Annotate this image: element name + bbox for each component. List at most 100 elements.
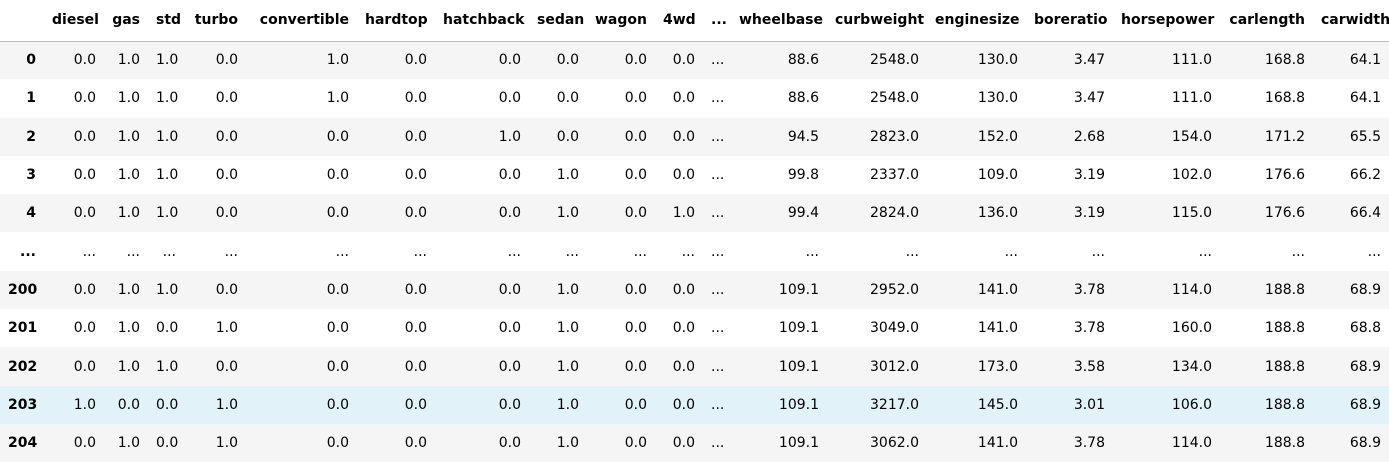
table-cell: 0.0: [73, 320, 96, 337]
table-cell: 99.8: [787, 167, 819, 184]
table-cell: 0.0: [624, 128, 647, 145]
table-cell: 171.2: [1264, 128, 1305, 145]
table-cell: 3.47: [1073, 90, 1105, 107]
table-cell: 0.0: [498, 396, 521, 413]
table-cell: 0.0: [672, 281, 695, 298]
table-cell: 188.8: [1264, 320, 1305, 337]
table-cell: 1.0: [156, 281, 179, 298]
table-cell: 0.0: [404, 358, 427, 375]
table-cell: 3049.0: [870, 320, 919, 337]
table-cell: ...: [565, 243, 579, 260]
table-cell: 115.0: [1171, 205, 1212, 222]
table-cell: 106.0: [1171, 396, 1212, 413]
table-cell: 145.0: [977, 396, 1018, 413]
table-cell: ...: [805, 243, 819, 260]
table-cell: 0.0: [326, 281, 349, 298]
table-cell: 0.0: [624, 167, 647, 184]
table-cell: 68.9: [1349, 281, 1381, 298]
table-cell: 0.0: [156, 320, 179, 337]
table-cell: 0.0: [156, 435, 179, 452]
table-cell: 0.0: [215, 281, 238, 298]
table-cell: 0.0: [672, 358, 695, 375]
column-header: turbo: [184, 0, 246, 42]
column-header: wheelbase: [731, 0, 827, 42]
table-cell: 0.0: [624, 358, 647, 375]
table-cell: 0.0: [498, 281, 521, 298]
table-row: 200 0.0 1.0 1.0 0.0 0.0 0.0 0.0 1.0 0.0 0.0... 109.…: [0, 270, 1389, 310]
table-cell: ...: [82, 243, 96, 260]
table-cell: 94.5: [787, 128, 819, 145]
table-cell: ...: [711, 243, 725, 260]
table-cell: 1.0: [117, 167, 140, 184]
table-cell: 0.0: [672, 128, 695, 145]
table-cell: 3.78: [1073, 281, 1105, 298]
table-cell: 130.0: [977, 52, 1018, 69]
table-cell: 0.0: [672, 52, 695, 69]
table-cell: 1.0: [117, 320, 140, 337]
table-cell: 0.0: [556, 52, 579, 69]
table-cell: 99.4: [787, 205, 819, 222]
table-cell: 0.0: [73, 52, 96, 69]
table-cell: 0.0: [498, 358, 521, 375]
table-cell: 0.0: [498, 205, 521, 222]
table-cell: 176.6: [1264, 167, 1305, 184]
column-header: carlength: [1220, 0, 1313, 42]
row-index: 203: [8, 396, 38, 413]
table-row: 0 0.0 1.0 1.0 0.0 1.0 0.0 0.0 0.0 0.0 0.0... 88.6 25…: [0, 41, 1389, 80]
table-cell: 68.9: [1349, 435, 1381, 452]
table-cell: 141.0: [977, 320, 1018, 337]
table-cell: 66.4: [1349, 205, 1381, 222]
table-cell: 0.0: [215, 128, 238, 145]
table-cell: 3.19: [1073, 167, 1105, 184]
table-cell: 130.0: [977, 90, 1018, 107]
row-index: 200: [8, 281, 38, 298]
column-header-ellipsis: ...: [703, 0, 731, 42]
table-cell: 0.0: [624, 205, 647, 222]
table-cell: 136.0: [977, 205, 1018, 222]
table-cell: 0.0: [498, 90, 521, 107]
table-cell: 3.58: [1073, 358, 1105, 375]
table-cell: 64.1: [1349, 52, 1381, 69]
table-cell: 2824.0: [870, 205, 919, 222]
table-cell: 1.0: [117, 205, 140, 222]
table-cell: 0.0: [672, 320, 695, 337]
table-cell: ...: [711, 167, 725, 184]
row-index: 202: [8, 358, 38, 375]
table-cell: ...: [335, 243, 349, 260]
table-cell: 1.0: [326, 90, 349, 107]
table-cell: 3.19: [1073, 205, 1105, 222]
table-cell: 65.5: [1349, 128, 1381, 145]
table-cell: 1.0: [156, 128, 179, 145]
table-cell: ...: [711, 358, 725, 375]
table-row: 203 1.0 0.0 0.0 1.0 0.0 0.0 0.0 1.0 0.0 0.0... 109.…: [0, 385, 1389, 424]
table-cell: 1.0: [215, 396, 238, 413]
table-row: ........................................…: [0, 232, 1389, 271]
table-cell: 3.78: [1073, 320, 1105, 337]
table-cell: 0.0: [672, 167, 695, 184]
column-header: sedan: [529, 0, 587, 42]
table-cell: 1.0: [156, 90, 179, 107]
table-cell: 1.0: [117, 128, 140, 145]
table-row: 204 0.0 1.0 0.0 1.0 0.0 0.0 0.0 1.0 0.0 0.0... 109.…: [0, 423, 1389, 463]
table-cell: 2337.0: [870, 167, 919, 184]
table-cell: 1.0: [117, 52, 140, 69]
table-cell: 0.0: [624, 320, 647, 337]
table-cell: 0.0: [215, 90, 238, 107]
table-cell: 188.8: [1264, 281, 1305, 298]
table-cell: 141.0: [977, 281, 1018, 298]
table-cell: ...: [711, 128, 725, 145]
row-index: 204: [8, 435, 38, 452]
table-cell: 109.0: [977, 167, 1018, 184]
table-cell: 188.8: [1264, 358, 1305, 375]
table-cell: ...: [633, 243, 647, 260]
table-cell: ...: [711, 52, 725, 69]
table-cell: 1.0: [326, 52, 349, 69]
table-cell: ...: [413, 243, 427, 260]
table-cell: 0.0: [404, 167, 427, 184]
table-cell: 0.0: [404, 52, 427, 69]
table-cell: 0.0: [326, 396, 349, 413]
table-cell: 1.0: [215, 435, 238, 452]
table-cell: 0.0: [404, 396, 427, 413]
table-cell: 0.0: [624, 281, 647, 298]
table-cell: 0.0: [326, 358, 349, 375]
